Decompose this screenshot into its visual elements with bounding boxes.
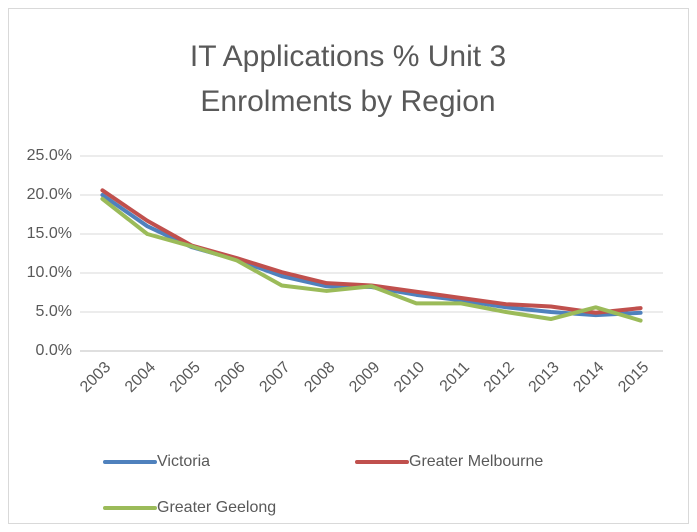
y-tick-label: 15.0% [27, 225, 72, 242]
y-tick-label: 10.0% [27, 264, 72, 281]
legend-label: Greater Melbourne [409, 453, 543, 470]
chart-title: Enrolments by Region [200, 85, 495, 118]
y-tick-label: 20.0% [27, 186, 72, 203]
series-line [100, 196, 643, 323]
legend-label: Victoria [157, 453, 210, 470]
y-tick-label: 0.0% [36, 342, 72, 359]
chart-title: IT Applications % Unit 3 [190, 40, 506, 73]
chart-border [8, 8, 689, 524]
legend-label: Greater Geelong [157, 499, 276, 516]
y-tick-label: 25.0% [27, 147, 72, 164]
y-tick-label: 5.0% [36, 303, 72, 320]
